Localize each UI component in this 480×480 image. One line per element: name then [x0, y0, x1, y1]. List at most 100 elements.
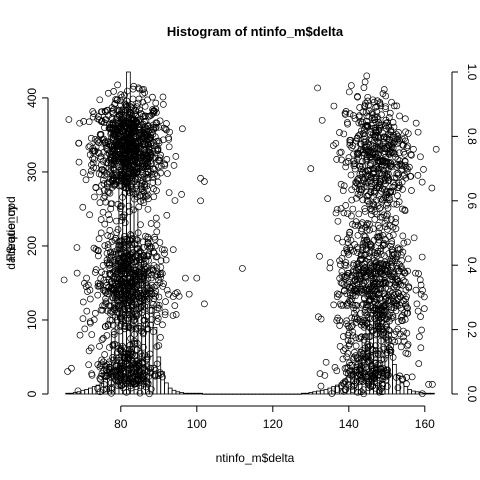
- scatter-point: [134, 99, 142, 107]
- scatter-point: [109, 147, 117, 154]
- scatter-point: [138, 266, 146, 274]
- scatter-point: [151, 290, 159, 298]
- scatter-point: [98, 360, 105, 368]
- scatter-point: [382, 278, 389, 286]
- scatter-point: [163, 211, 171, 219]
- scatter-point: [381, 223, 389, 230]
- scatter-point: [333, 386, 341, 393]
- scatter-point: [127, 335, 134, 342]
- scatter-point: [150, 248, 157, 256]
- scatter-point: [364, 301, 371, 309]
- scatter-point: [362, 333, 370, 340]
- scatter-point: [95, 235, 103, 243]
- scatter-point: [389, 131, 397, 139]
- scatter-point: [380, 355, 388, 363]
- scatter-point: [333, 156, 341, 163]
- scatter-point: [152, 119, 160, 127]
- scatter-point: [362, 277, 369, 285]
- scatter-point: [132, 147, 140, 154]
- scatter-point: [385, 189, 393, 196]
- scatter-point: [372, 295, 380, 302]
- scatter-point: [93, 137, 101, 145]
- scatter-point: [153, 301, 161, 309]
- scatter-point: [350, 278, 357, 286]
- scatter-point: [127, 110, 135, 118]
- scatter-point: [141, 351, 148, 359]
- scatter-point: [380, 280, 387, 287]
- scatter-point: [390, 283, 398, 291]
- scatter-point: [121, 322, 128, 329]
- scatter-point: [344, 364, 352, 371]
- scatter-point: [385, 250, 393, 257]
- scatter-point: [116, 205, 124, 213]
- scatter-point: [337, 205, 345, 212]
- scatter-point: [96, 388, 104, 396]
- scatter-point: [425, 380, 432, 388]
- scatter-point: [102, 295, 109, 303]
- scatter-point: [117, 91, 125, 99]
- scatter-point: [388, 259, 396, 267]
- scatter-point: [154, 145, 162, 152]
- scatter-point: [359, 108, 367, 116]
- scatter-point: [366, 333, 374, 340]
- scatter-point: [383, 173, 391, 181]
- scatter-point: [410, 234, 418, 242]
- scatter-point: [193, 274, 201, 282]
- histogram-bar: [183, 392, 188, 395]
- scatter-point: [414, 128, 422, 136]
- scatter-point: [353, 179, 360, 187]
- scatter-point: [398, 313, 405, 321]
- x-axis-label: ntinfo_m$delta: [216, 451, 295, 465]
- scatter-point: [110, 328, 118, 336]
- scatter-point: [356, 104, 364, 111]
- scatter-point: [393, 200, 401, 208]
- scatter-point: [383, 216, 391, 224]
- scatter-point: [347, 171, 355, 179]
- scatter-point: [105, 141, 113, 148]
- scatter-point: [149, 154, 157, 162]
- scatter-point: [398, 316, 406, 324]
- scatter-point: [377, 337, 385, 345]
- scatter-point: [371, 315, 379, 322]
- scatter-point: [128, 325, 136, 333]
- scatter-point: [91, 309, 99, 317]
- scatter-point: [104, 232, 112, 239]
- scatter-point: [172, 153, 180, 160]
- scatter-point: [127, 115, 134, 123]
- scatter-point: [336, 322, 344, 329]
- scatter-point: [99, 208, 107, 216]
- scatter-point: [121, 211, 128, 219]
- scatter-point: [74, 387, 82, 395]
- histogram-bar: [88, 387, 93, 395]
- scatter-point: [136, 389, 144, 397]
- scatter-point: [393, 297, 400, 305]
- scatter-point: [307, 165, 315, 172]
- scatter-point: [107, 162, 115, 169]
- scatter-point: [134, 168, 142, 175]
- scatter-point: [182, 274, 189, 282]
- scatter-point: [130, 82, 138, 90]
- scatter-point: [118, 315, 126, 323]
- scatter-point: [171, 302, 179, 309]
- scatter-point: [165, 290, 172, 298]
- scatter-point: [321, 372, 329, 379]
- scatter-point: [131, 195, 138, 203]
- scatter-point: [125, 187, 133, 195]
- scatter-point: [172, 311, 180, 318]
- scatter-point: [117, 203, 124, 210]
- scatter-point: [370, 170, 378, 178]
- scatter-point: [354, 149, 362, 157]
- scatter-point: [112, 288, 120, 296]
- scatter-point: [82, 283, 90, 290]
- scatter-point: [380, 135, 387, 143]
- scatter-point: [316, 252, 323, 260]
- scatter-point: [87, 344, 95, 352]
- scatter-point: [154, 178, 162, 186]
- scatter-point: [142, 151, 149, 159]
- scatter-point: [352, 306, 360, 314]
- scatter-point: [101, 220, 109, 228]
- scatter-point: [369, 131, 377, 138]
- scatter-point: [110, 105, 118, 113]
- scatter-point: [129, 249, 137, 256]
- scatter-point: [113, 268, 121, 276]
